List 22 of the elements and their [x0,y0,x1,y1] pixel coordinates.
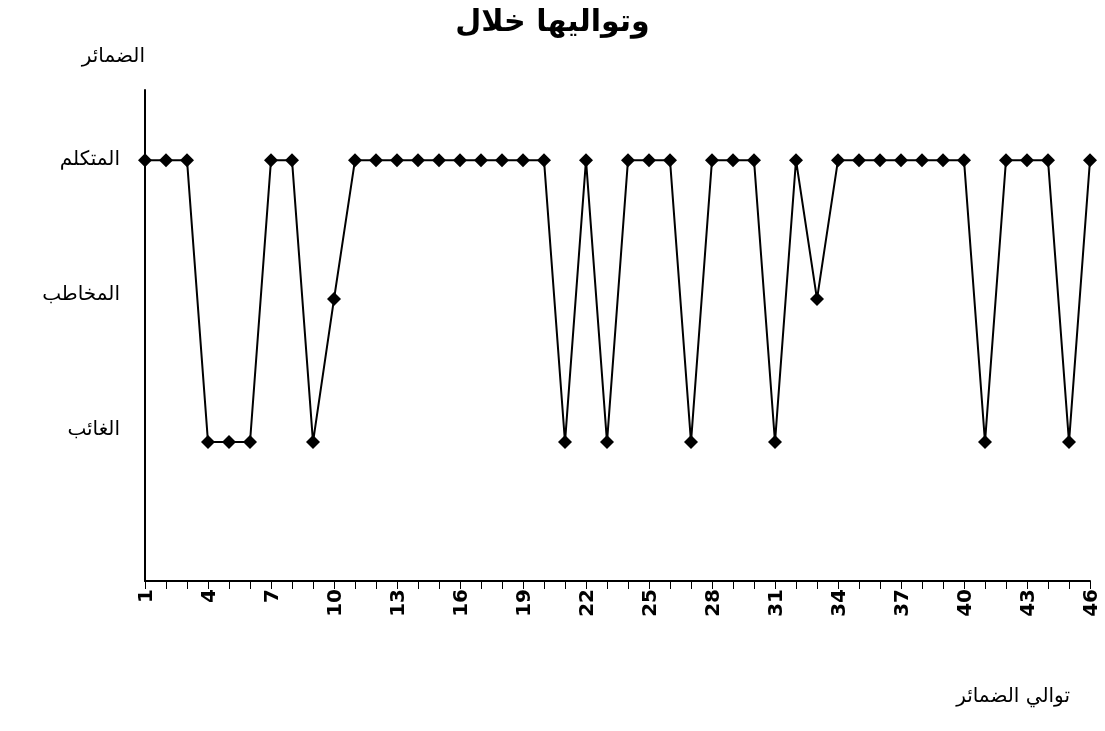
y-axis-title: الضمائر [80,43,145,67]
x-tick-label: 37 [889,589,913,617]
x-tick-label: 31 [763,589,787,617]
chart-title: وتواليها خلال [455,2,650,39]
x-tick-label: 10 [322,589,346,617]
x-tick-label: 22 [574,589,598,617]
x-axis-title: توالي الضمائر [955,683,1070,708]
x-tick-label: 4 [196,589,220,603]
x-tick-label: 46 [1078,589,1102,617]
x-tick-label: 43 [1015,589,1039,617]
x-tick-label: 13 [385,589,409,617]
x-tick-label: 16 [448,589,472,617]
x-tick-label: 25 [637,589,661,617]
x-tick-label: 1 [133,589,157,603]
x-tick-label: 40 [952,589,976,617]
x-tick-label: 28 [700,589,724,617]
text: الغائب [67,416,120,440]
x-tick-label: 7 [259,589,283,603]
text: المخاطب [42,281,120,305]
text: المتكلم [59,146,120,170]
x-tick-label: 19 [511,589,535,617]
x-tick-label: 34 [826,589,850,617]
